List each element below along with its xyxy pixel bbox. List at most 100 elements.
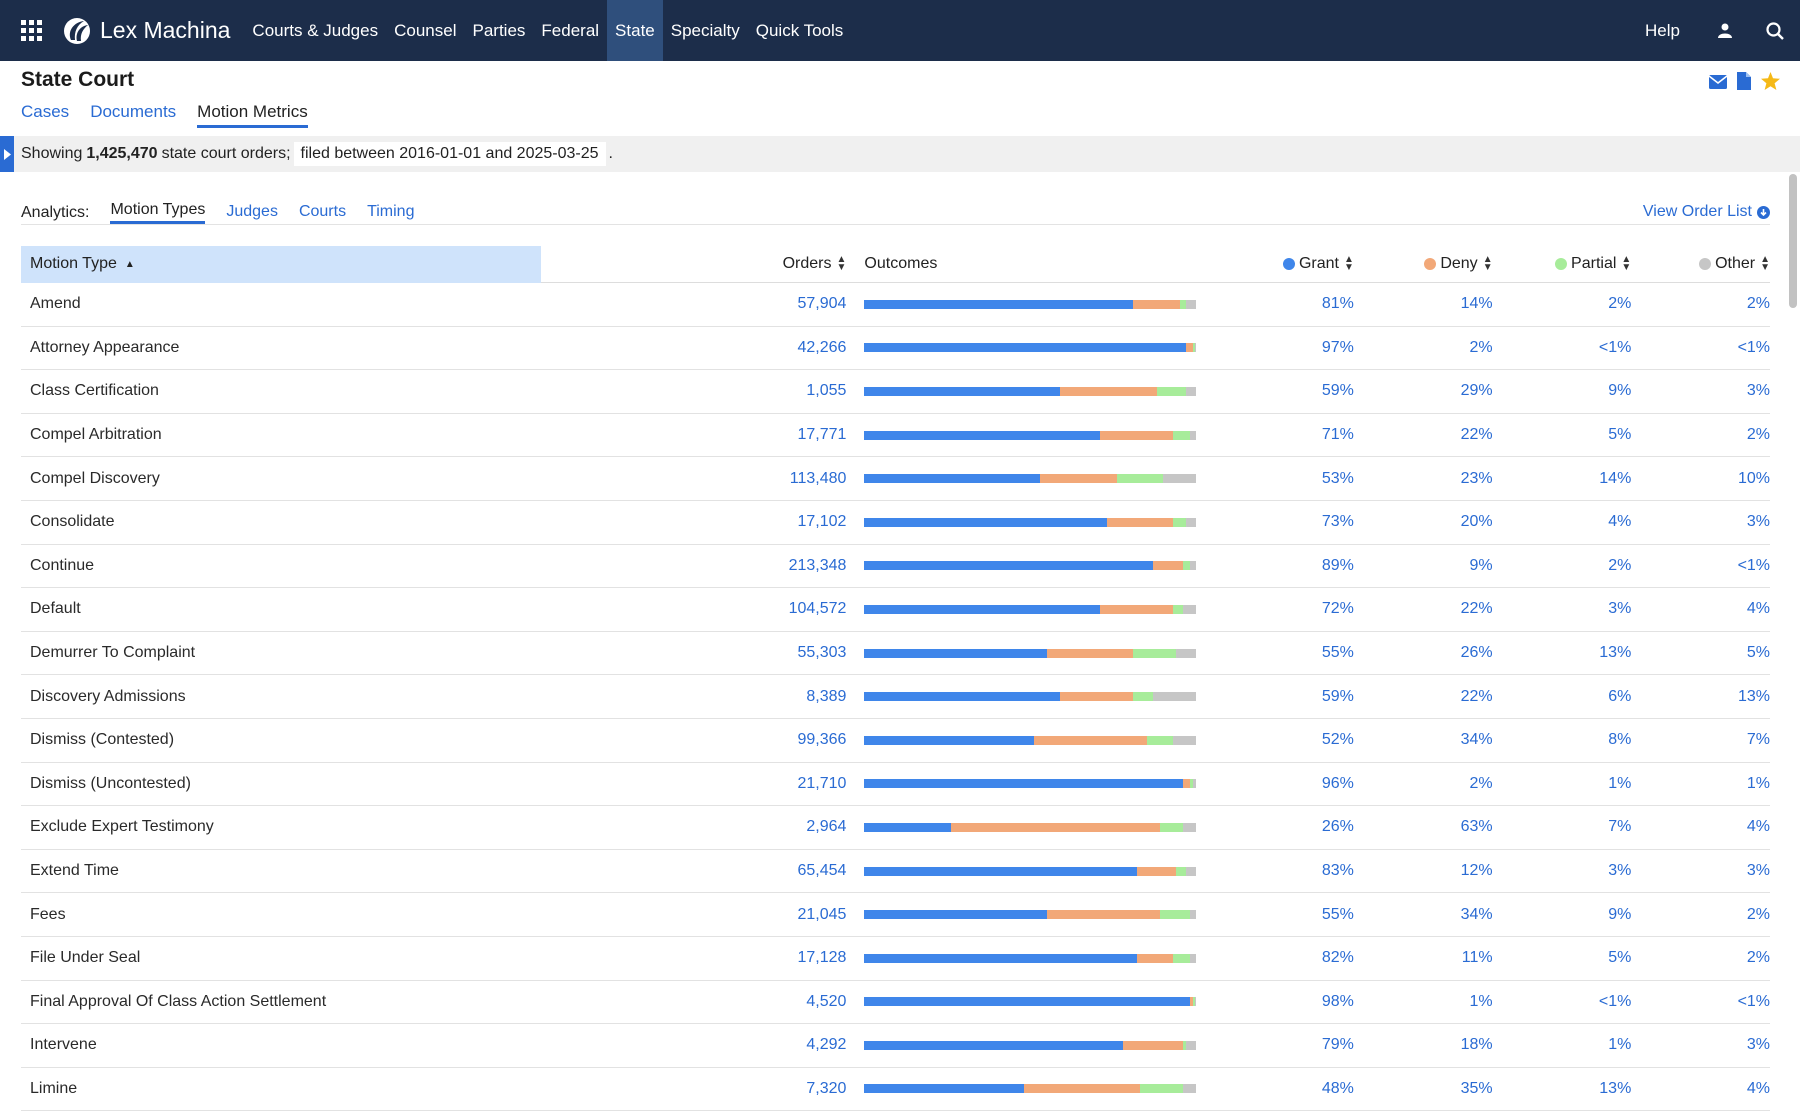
tab-cases[interactable]: Cases: [21, 102, 70, 121]
other-pct-link[interactable]: 2%: [1746, 949, 1771, 967]
orders-link[interactable]: 4,520: [806, 992, 847, 1010]
other-pct-link[interactable]: 2%: [1746, 426, 1771, 444]
deny-pct-link[interactable]: 2%: [1469, 338, 1493, 356]
vertical-scrollbar[interactable]: [1789, 174, 1797, 308]
orders-link[interactable]: 99,366: [797, 731, 847, 749]
other-pct-link[interactable]: 3%: [1746, 1036, 1771, 1054]
deny-pct-link[interactable]: 29%: [1460, 382, 1493, 400]
deny-pct-link[interactable]: 26%: [1460, 644, 1493, 662]
deny-pct-link[interactable]: 18%: [1460, 1036, 1493, 1054]
grant-pct-link[interactable]: 59%: [1321, 687, 1354, 705]
nav-item-state[interactable]: State: [607, 0, 663, 61]
col-partial[interactable]: Partial ▲ ▼: [1493, 246, 1631, 283]
partial-pct-link[interactable]: 9%: [1608, 905, 1632, 923]
partial-pct-link[interactable]: 6%: [1608, 687, 1632, 705]
deny-pct-link[interactable]: 12%: [1460, 862, 1493, 880]
grant-pct-link[interactable]: 53%: [1321, 469, 1354, 487]
nav-item-specialty[interactable]: Specialty: [670, 20, 740, 40]
grant-pct-link[interactable]: 79%: [1321, 1036, 1354, 1054]
partial-pct-link[interactable]: 1%: [1608, 774, 1632, 792]
deny-pct-link[interactable]: 23%: [1460, 469, 1493, 487]
orders-link[interactable]: 42,266: [797, 338, 847, 356]
star-icon[interactable]: [1761, 72, 1780, 95]
orders-link[interactable]: 55,303: [797, 644, 847, 662]
orders-link[interactable]: 17,128: [797, 949, 847, 967]
partial-pct-link[interactable]: 14%: [1599, 469, 1632, 487]
help-link[interactable]: Help: [1645, 20, 1680, 40]
deny-pct-link[interactable]: 34%: [1460, 731, 1493, 749]
other-pct-link[interactable]: <1%: [1737, 338, 1771, 356]
orders-link[interactable]: 17,102: [797, 513, 847, 531]
other-pct-link[interactable]: 7%: [1746, 731, 1771, 749]
deny-pct-link[interactable]: 20%: [1460, 513, 1493, 531]
partial-pct-link[interactable]: 9%: [1608, 382, 1632, 400]
other-pct-link[interactable]: 1%: [1746, 774, 1771, 792]
partial-pct-link[interactable]: 5%: [1608, 426, 1632, 444]
analytics-tab-courts[interactable]: Courts: [298, 202, 347, 220]
grant-pct-link[interactable]: 26%: [1321, 818, 1354, 836]
orders-link[interactable]: 113,480: [789, 469, 847, 487]
other-pct-link[interactable]: 10%: [1738, 469, 1771, 487]
analytics-tab-motion-types[interactable]: Motion Types: [110, 201, 206, 224]
orders-link[interactable]: 57,904: [797, 295, 847, 313]
grant-pct-link[interactable]: 55%: [1321, 644, 1354, 662]
deny-pct-link[interactable]: 14%: [1460, 295, 1493, 313]
analytics-tab-timing[interactable]: Timing: [367, 202, 415, 220]
partial-pct-link[interactable]: <1%: [1598, 338, 1632, 356]
orders-link[interactable]: 21,710: [797, 774, 847, 792]
partial-pct-link[interactable]: <1%: [1598, 992, 1632, 1010]
deny-pct-link[interactable]: 63%: [1460, 818, 1493, 836]
grant-pct-link[interactable]: 82%: [1321, 949, 1354, 967]
nav-item-federal[interactable]: Federal: [541, 20, 600, 40]
orders-link[interactable]: 65,454: [797, 862, 847, 880]
col-motion-type[interactable]: Motion Type ▲: [21, 245, 542, 283]
view-order-list-link[interactable]: View Order List: [1643, 203, 1770, 221]
tab-motion-metrics[interactable]: Motion Metrics: [197, 102, 308, 128]
other-pct-link[interactable]: <1%: [1737, 556, 1771, 574]
email-icon[interactable]: [1708, 74, 1728, 94]
partial-pct-link[interactable]: 2%: [1608, 295, 1632, 313]
grant-pct-link[interactable]: 98%: [1321, 992, 1354, 1010]
orders-link[interactable]: 17,771: [797, 426, 847, 444]
other-pct-link[interactable]: 4%: [1746, 1079, 1771, 1097]
deny-pct-link[interactable]: 34%: [1460, 905, 1493, 923]
orders-link[interactable]: 4,292: [806, 1036, 847, 1054]
partial-pct-link[interactable]: 8%: [1608, 731, 1632, 749]
partial-pct-link[interactable]: 1%: [1608, 1036, 1632, 1054]
document-icon[interactable]: [1737, 72, 1751, 95]
other-pct-link[interactable]: 4%: [1746, 600, 1771, 618]
orders-link[interactable]: 7,320: [806, 1079, 847, 1097]
deny-pct-link[interactable]: 22%: [1460, 687, 1493, 705]
apps-grid-icon[interactable]: [0, 0, 62, 61]
col-other[interactable]: Other ▲ ▼: [1631, 246, 1770, 283]
deny-pct-link[interactable]: 11%: [1461, 949, 1493, 967]
grant-pct-link[interactable]: 97%: [1321, 338, 1354, 356]
grant-pct-link[interactable]: 72%: [1321, 600, 1354, 618]
other-pct-link[interactable]: 4%: [1746, 818, 1771, 836]
other-pct-link[interactable]: 2%: [1746, 295, 1771, 313]
nav-item-courts-judges[interactable]: Courts & Judges: [252, 20, 379, 40]
date-range-chip[interactable]: filed between 2016-01-01 and 2025-03-25: [293, 142, 606, 166]
col-deny[interactable]: Deny ▲ ▼: [1354, 246, 1493, 283]
partial-pct-link[interactable]: 3%: [1608, 600, 1632, 618]
orders-link[interactable]: 213,348: [788, 556, 847, 574]
partial-pct-link[interactable]: 5%: [1608, 949, 1632, 967]
grant-pct-link[interactable]: 83%: [1321, 862, 1354, 880]
search-icon[interactable]: [1750, 0, 1800, 61]
other-pct-link[interactable]: 3%: [1746, 862, 1771, 880]
user-icon[interactable]: [1700, 0, 1750, 61]
orders-link[interactable]: 8,389: [806, 687, 847, 705]
orders-link[interactable]: 2,964: [806, 818, 847, 836]
grant-pct-link[interactable]: 48%: [1321, 1079, 1354, 1097]
tab-documents[interactable]: Documents: [90, 102, 177, 121]
grant-pct-link[interactable]: 55%: [1321, 905, 1354, 923]
other-pct-link[interactable]: 3%: [1746, 513, 1771, 531]
filter-panel-toggle[interactable]: [0, 136, 14, 172]
orders-link[interactable]: 104,572: [788, 600, 847, 618]
col-orders[interactable]: Orders ▲ ▼: [541, 246, 847, 283]
partial-pct-link[interactable]: 4%: [1608, 513, 1632, 531]
grant-pct-link[interactable]: 96%: [1321, 774, 1354, 792]
deny-pct-link[interactable]: 22%: [1460, 426, 1493, 444]
other-pct-link[interactable]: <1%: [1737, 992, 1771, 1010]
partial-pct-link[interactable]: 2%: [1608, 556, 1632, 574]
